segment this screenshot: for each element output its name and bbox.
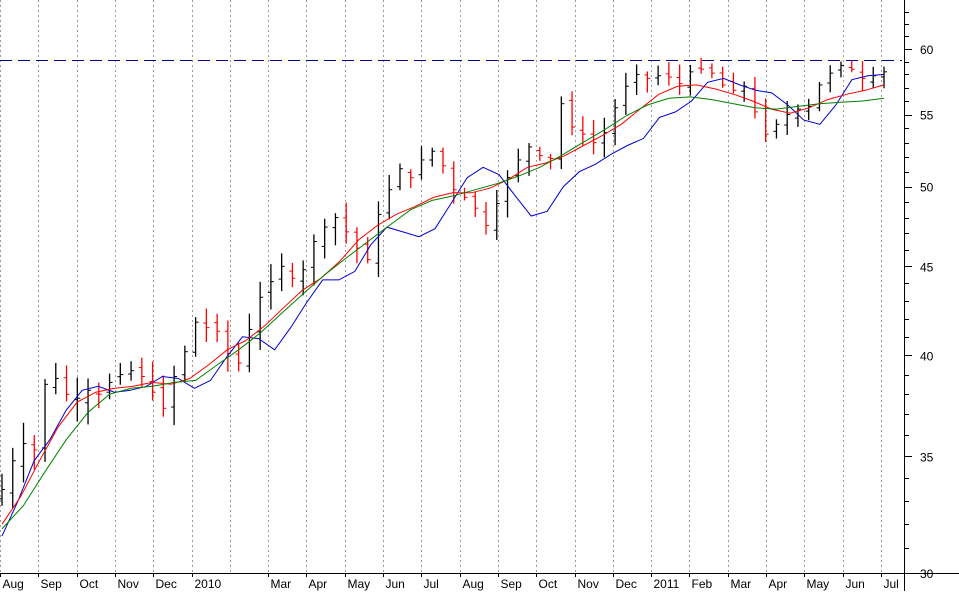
y-tick-label: 55: [920, 109, 934, 123]
x-tick-label: Jun: [846, 577, 865, 591]
x-tick-label: May: [807, 577, 830, 591]
ma-long-line: [1, 96, 885, 530]
price-bars: [0, 57, 887, 509]
x-tick-label: Nov: [578, 577, 599, 591]
x-tick-label: Aug: [3, 577, 24, 591]
y-tick-label: 30: [920, 567, 934, 581]
x-tick-label: Sep: [41, 577, 63, 591]
x-tick-label: 2011: [654, 577, 680, 591]
x-tick-label: Apr: [769, 577, 788, 591]
y-tick-label: 60: [920, 43, 934, 57]
x-tick-label: Oct: [80, 577, 99, 591]
x-tick-label: Dec: [156, 577, 177, 591]
x-tick-label: Apr: [309, 577, 328, 591]
y-tick-label: 35: [920, 450, 934, 464]
x-tick-label: Aug: [463, 577, 484, 591]
x-tick-label: Mar: [271, 577, 292, 591]
x-tick-label: May: [348, 577, 371, 591]
y-tick-label: 50: [920, 181, 934, 195]
x-tick-label: 2010: [195, 577, 222, 591]
y-tick-label: 40: [920, 349, 934, 363]
x-tick-label: Mar: [731, 577, 752, 591]
x-tick-label: Jul: [884, 577, 899, 591]
x-tick-label: Jun: [386, 577, 405, 591]
x-tick-label: Feb: [692, 577, 713, 591]
ma-short-line: [1, 73, 885, 537]
x-tick-label: Oct: [539, 577, 558, 591]
x-tick-label: Jul: [424, 577, 439, 591]
ma-medium-line: [1, 84, 885, 525]
x-tick-label: Sep: [501, 577, 523, 591]
y-tick-label: 45: [920, 260, 934, 274]
moving-averages: [1, 73, 885, 537]
vertical-gridlines: [0, 0, 882, 573]
x-tick-label: Dec: [616, 577, 637, 591]
x-tick-label: Nov: [118, 577, 139, 591]
